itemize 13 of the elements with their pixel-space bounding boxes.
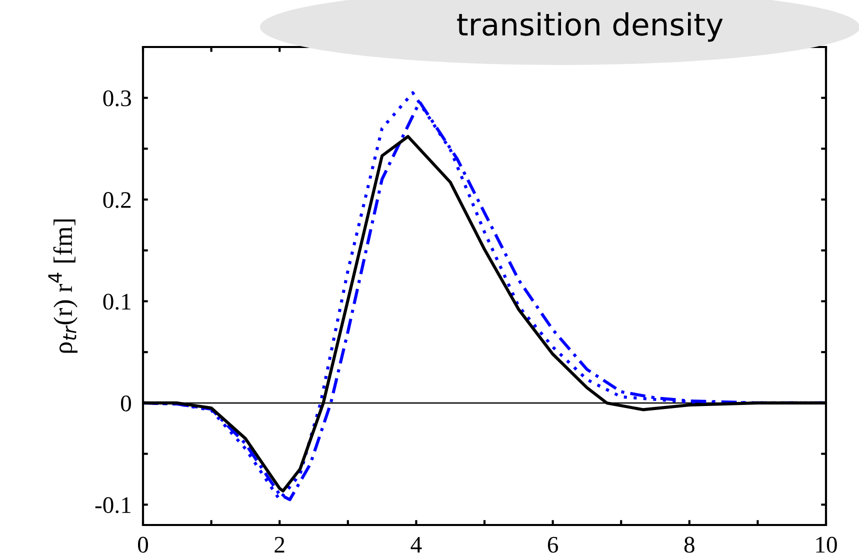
y-tick-label: 0.1 [103, 294, 130, 310]
chart-title: transition density [457, 12, 723, 42]
y-tick-label: 0 [120, 395, 131, 412]
x-tick-label: 2 [274, 536, 284, 552]
x-tick-label: 6 [548, 536, 558, 553]
y-tick-label: 0.3 [103, 90, 131, 106]
y-tick-label: 0.2 [103, 192, 131, 208]
y-tick-label: -0.1 [95, 497, 130, 514]
y-axis-title: ρ$_{tr}$(r) r$^{4}$ [fm] [48, 219, 78, 353]
x-tick-label: 10 [816, 536, 837, 553]
x-tick-label: 4 [410, 536, 422, 552]
x-tick-label: 0 [138, 536, 148, 553]
x-tick-label: 8 [684, 536, 694, 553]
